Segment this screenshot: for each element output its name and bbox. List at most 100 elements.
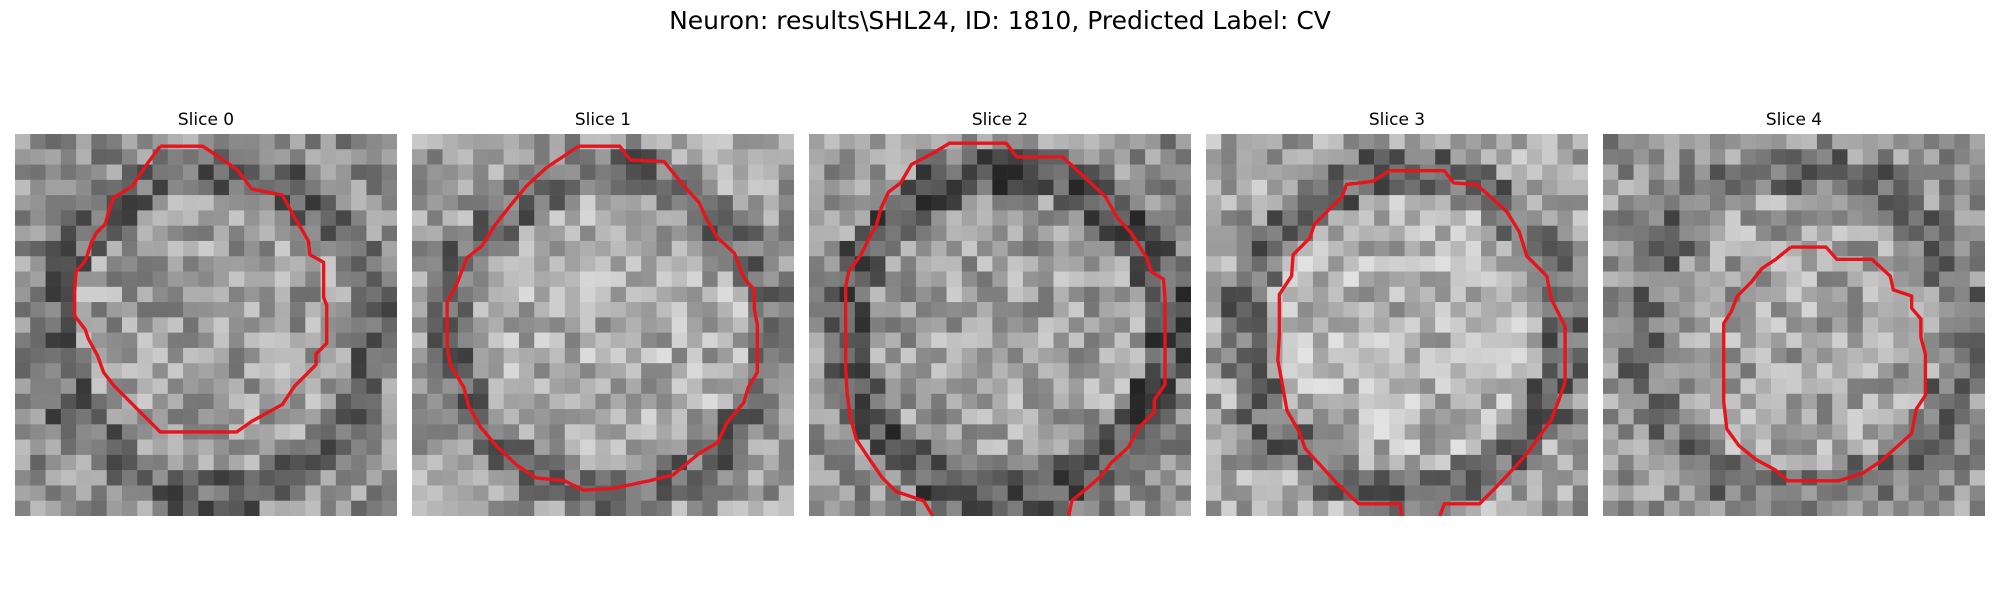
- pixel: [625, 485, 642, 502]
- pixel: [351, 256, 367, 272]
- pixel: [228, 317, 245, 333]
- pixel: [1053, 454, 1070, 471]
- pixel: [213, 210, 230, 226]
- pixel: [1969, 302, 1985, 318]
- pixel: [45, 485, 62, 502]
- slice-title: Slice 3: [1368, 110, 1426, 130]
- pixel: [274, 164, 291, 181]
- pixel: [1038, 225, 1054, 242]
- pixel: [1878, 302, 1894, 318]
- pixel: [381, 317, 397, 333]
- pixel: [1496, 179, 1512, 196]
- pixel: [335, 470, 352, 486]
- pixel: [167, 302, 184, 318]
- pixel: [1145, 195, 1161, 211]
- pixel: [1603, 225, 1619, 242]
- pixel: [1145, 210, 1161, 226]
- pixel: [992, 363, 1008, 379]
- pixel: [274, 424, 291, 440]
- pixel: [1084, 286, 1100, 303]
- pixel: [15, 302, 31, 318]
- pixel: [1496, 363, 1512, 379]
- pixel: [1435, 393, 1451, 410]
- pixel: [1206, 271, 1222, 288]
- pixel: [1038, 164, 1054, 181]
- pixel: [320, 470, 337, 486]
- pixel: [473, 164, 489, 181]
- pixel: [1282, 454, 1298, 471]
- pixel: [824, 409, 840, 425]
- pixel: [732, 332, 749, 349]
- pixel: [1526, 378, 1543, 395]
- pixel: [1328, 225, 1344, 242]
- pixel: [1557, 164, 1574, 181]
- slice-panel: Slice 4: [1603, 110, 1985, 518]
- pixel: [457, 347, 474, 364]
- pixel: [1068, 332, 1085, 349]
- pixel: [961, 454, 978, 471]
- pixel: [1709, 256, 1726, 272]
- pixel: [854, 393, 871, 410]
- pixel: [824, 347, 840, 364]
- pixel: [366, 363, 383, 379]
- pixel: [778, 439, 794, 456]
- pixel: [687, 302, 703, 318]
- pixel: [1923, 179, 1940, 196]
- pixel: [442, 271, 459, 288]
- pixel: [152, 240, 169, 257]
- pixel: [1022, 500, 1039, 516]
- pixel: [183, 485, 199, 502]
- pixel: [305, 286, 321, 303]
- pixel: [1084, 409, 1100, 425]
- pixel: [1801, 332, 1818, 349]
- pixel: [915, 195, 932, 211]
- pixel: [1832, 164, 1848, 181]
- pixel: [1419, 225, 1436, 242]
- pixel: [1328, 439, 1344, 456]
- pixel: [1221, 424, 1237, 440]
- pixel: [1954, 317, 1971, 333]
- pixel: [320, 454, 337, 471]
- pixel: [1633, 454, 1650, 471]
- pixel: [778, 179, 794, 196]
- pixel: [1358, 470, 1375, 486]
- pixel: [656, 454, 673, 471]
- pixel: [900, 256, 917, 272]
- pixel: [335, 332, 352, 349]
- pixel: [60, 210, 77, 226]
- pixel: [1816, 485, 1833, 502]
- pixel: [1648, 225, 1665, 242]
- pixel: [1282, 134, 1298, 150]
- pixel: [1954, 347, 1971, 364]
- pixel: [1053, 424, 1070, 440]
- pixel: [1923, 225, 1940, 242]
- pixel: [1099, 302, 1115, 318]
- pixel: [366, 485, 383, 502]
- pixel: [1007, 439, 1024, 456]
- pixel: [717, 195, 734, 211]
- pixel: [1542, 485, 1558, 502]
- pixel: [1038, 439, 1054, 456]
- pixel: [1175, 149, 1191, 165]
- pixel: [1542, 134, 1558, 150]
- pixel: [1954, 409, 1971, 425]
- pixel: [457, 210, 474, 226]
- pixel: [946, 332, 963, 349]
- pixel: [1526, 470, 1543, 486]
- pixel: [1068, 240, 1085, 257]
- pixel: [1923, 286, 1940, 303]
- pixel: [1664, 332, 1680, 349]
- pixel: [778, 164, 794, 181]
- pixel: [1084, 210, 1100, 226]
- pixel: [656, 225, 673, 242]
- pixel: [1374, 286, 1390, 303]
- pixel: [518, 210, 535, 226]
- pixel: [60, 454, 77, 471]
- pixel: [518, 500, 535, 516]
- pixel: [1511, 210, 1528, 226]
- pixel: [1481, 225, 1497, 242]
- pixel: [1099, 393, 1115, 410]
- pixel: [1923, 439, 1940, 456]
- pixel: [1664, 195, 1680, 211]
- pixel: [1129, 454, 1146, 471]
